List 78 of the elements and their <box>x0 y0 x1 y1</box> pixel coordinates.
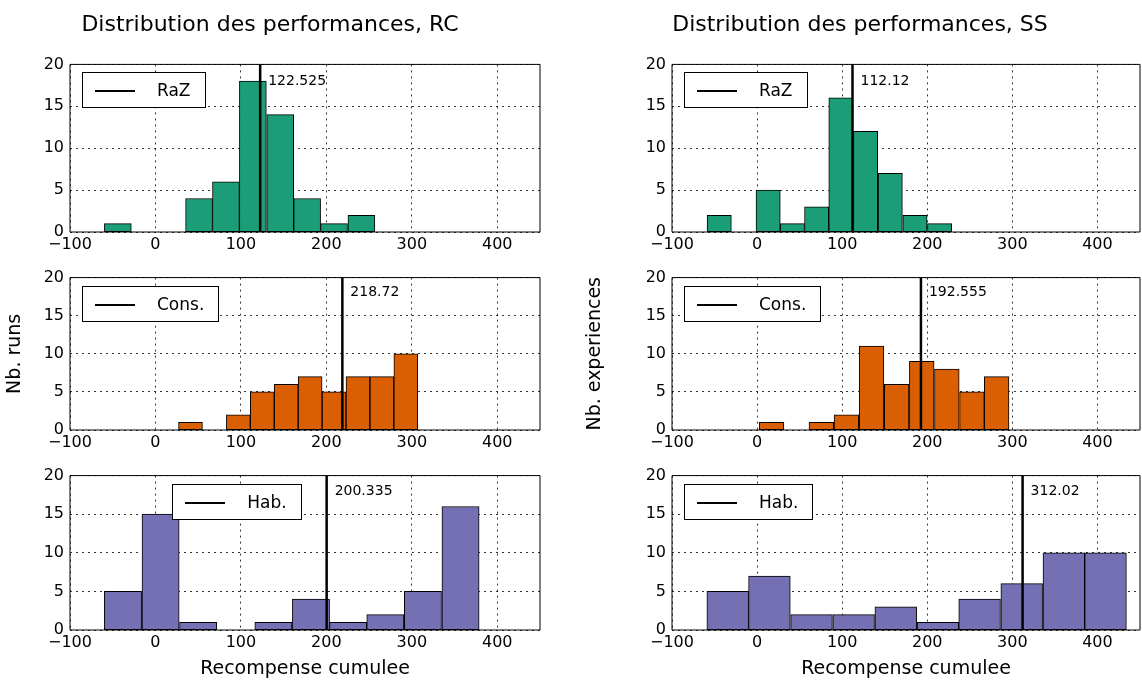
y-tick-label: 15 <box>43 95 64 115</box>
x-tick-label: 300 <box>997 431 1028 451</box>
legend: RaZ <box>82 72 206 109</box>
y-tick-label: 15 <box>43 304 64 324</box>
chart-title: Distribution des performances, RC <box>81 10 459 36</box>
x-tick-label: 300 <box>396 631 428 651</box>
ref-line-label: RaZ <box>157 80 191 101</box>
ref-line-label: Cons. <box>157 293 205 314</box>
y-tick-label: 5 <box>53 381 64 401</box>
x-tick-label: 400 <box>482 431 513 451</box>
x-tick-label: 200 <box>912 431 943 451</box>
x-tick-label: 200 <box>311 431 342 451</box>
chart-title: Distribution des performances, SS <box>672 10 1048 36</box>
y-tick-label: 5 <box>655 381 666 401</box>
x-tick-label: 200 <box>311 233 342 253</box>
x-tick-label: 100 <box>225 631 257 651</box>
x-tick-label: 300 <box>997 233 1028 253</box>
y-tick-label: 20 <box>43 266 64 286</box>
x-axis-title: Recompense cumulee <box>200 655 410 678</box>
x-tick-label: 400 <box>482 233 513 253</box>
x-tick-label: 200 <box>912 233 943 253</box>
x-tick-label: 400 <box>482 631 513 651</box>
x-tick-label: 100 <box>225 431 257 451</box>
legend: Cons. <box>82 285 220 322</box>
y-tick-label: 10 <box>43 342 64 362</box>
y-tick-label: 5 <box>655 580 666 600</box>
x-tick-label: 0 <box>150 431 161 451</box>
y-tick-label: 5 <box>655 179 666 199</box>
y-tick-label: 15 <box>645 304 666 324</box>
legend: Hab. <box>172 483 302 520</box>
ref-line-label: Hab. <box>759 491 799 512</box>
y-tick-label: 20 <box>43 464 64 484</box>
x-tick-label: 100 <box>826 431 858 451</box>
annotation: 312.02 <box>1030 481 1080 498</box>
x-tick-label: 100 <box>225 233 257 253</box>
annotation: 192.555 <box>928 283 987 300</box>
y-tick-label: 10 <box>43 541 64 561</box>
y-axis-title: Nb. experiences <box>582 277 605 431</box>
x-tick-label: 0 <box>150 233 161 253</box>
y-tick-label: 10 <box>43 137 64 157</box>
annotation: 112.12 <box>860 71 910 88</box>
x-tick-label: 200 <box>912 631 943 651</box>
x-tick-label: 400 <box>1082 631 1113 651</box>
y-tick-label: 15 <box>645 95 666 115</box>
y-tick-label: 5 <box>53 580 64 600</box>
y-axis-title: Nb. runs <box>2 313 25 394</box>
x-tick-label: 0 <box>150 631 161 651</box>
y-tick-label: 15 <box>645 503 666 523</box>
x-tick-label: 200 <box>311 631 342 651</box>
ref-line-label: Cons. <box>759 293 807 314</box>
x-tick-label: 0 <box>752 233 763 253</box>
x-tick-label: 400 <box>1082 233 1113 253</box>
legend: RaZ <box>684 72 808 109</box>
x-tick-label: 100 <box>826 631 858 651</box>
y-tick-label: 20 <box>645 464 666 484</box>
y-tick-label: 10 <box>645 342 666 362</box>
ref-line-label: RaZ <box>759 80 793 101</box>
y-tick-label: 20 <box>645 53 666 73</box>
y-tick-label: 20 <box>43 53 64 73</box>
legend: Cons. <box>684 285 822 322</box>
annotation: 200.335 <box>334 481 393 498</box>
x-axis-title: Recompense cumulee <box>801 655 1011 678</box>
annotation: 218.72 <box>350 283 400 300</box>
y-tick-label: 15 <box>43 503 64 523</box>
x-tick-label: 300 <box>396 233 428 253</box>
x-tick-label: 100 <box>826 233 858 253</box>
y-tick-label: 5 <box>53 179 64 199</box>
annotation: 122.525 <box>268 71 327 88</box>
y-tick-label: 10 <box>645 137 666 157</box>
y-tick-label: 20 <box>645 266 666 286</box>
ref-line-label: Hab. <box>247 491 287 512</box>
x-tick-label: 300 <box>396 431 428 451</box>
legend: Hab. <box>684 483 814 520</box>
x-tick-label: 0 <box>752 431 763 451</box>
x-tick-label: 300 <box>997 631 1028 651</box>
x-tick-label: 0 <box>752 631 763 651</box>
y-tick-label: 10 <box>645 541 666 561</box>
x-tick-label: 400 <box>1082 431 1113 451</box>
